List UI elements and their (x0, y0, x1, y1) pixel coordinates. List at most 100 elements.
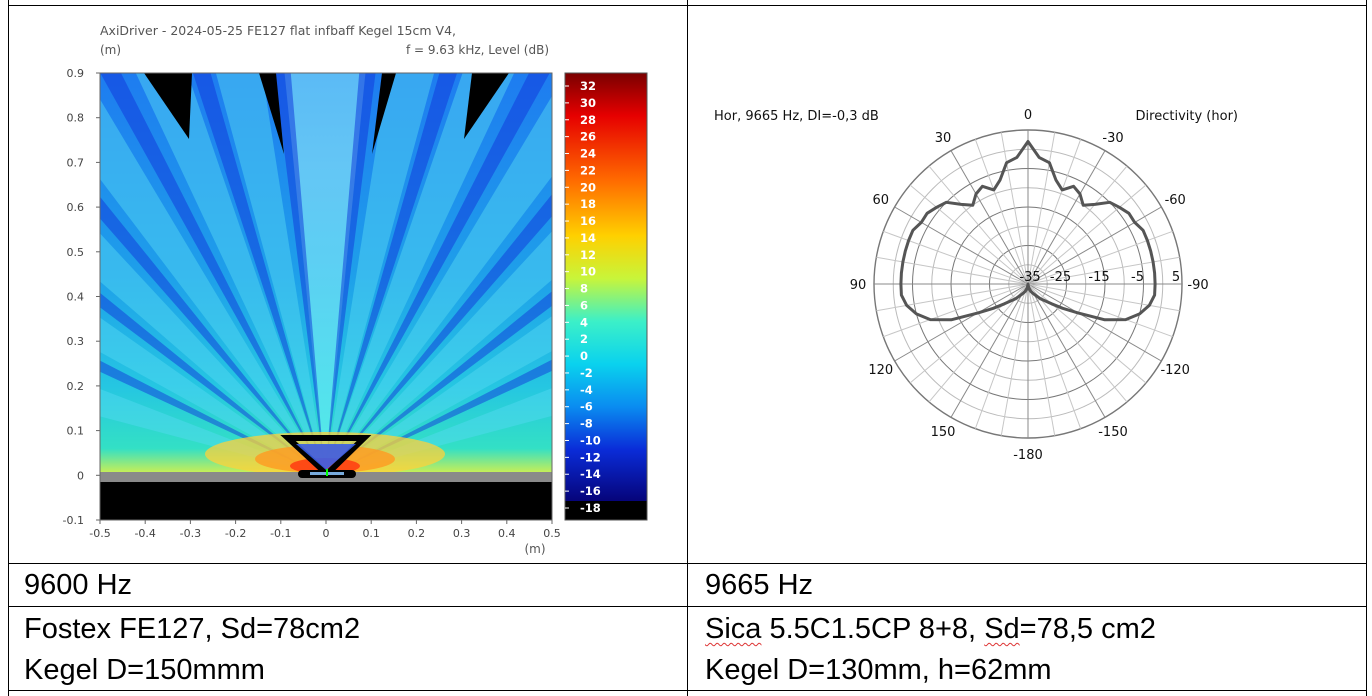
polar-angle-label: 0 (1024, 108, 1032, 123)
colorbar-label: 32 (580, 79, 596, 93)
field-title-line2: f = 9.63 kHz, Level (dB) (406, 43, 549, 57)
field-x-unit: (m) (524, 542, 545, 556)
colorbar-label: 30 (580, 96, 596, 110)
sound-null-line (100, 73, 325, 476)
y-tick-label: 0 (77, 469, 84, 482)
polar-radial-label: 5 (1172, 270, 1180, 285)
colorbar-label: 18 (580, 197, 596, 211)
table-border-middle (687, 0, 688, 696)
polar-grid (873, 129, 1183, 439)
x-tick-label: 0.4 (498, 527, 516, 540)
polar-angle-label: -90 (1187, 278, 1208, 293)
colorbar-label: 26 (580, 130, 596, 144)
field-title-line1: AxiDriver - 2024-05-25 FE127 flat infbaf… (100, 23, 456, 38)
sound-beam (284, 73, 366, 476)
polar-subtitle: Hor, 9665 Hz, DI=-0,3 dB (714, 109, 879, 124)
row3-left-driver: Fostex FE127, Sd=78cm2 (24, 613, 361, 645)
colorbar-label: 8 (580, 282, 588, 296)
sound-beam (100, 233, 325, 476)
colorbar-label: 12 (580, 248, 596, 262)
y-tick-label: 0.2 (67, 380, 85, 393)
polar-title: Directivity (hor) (1136, 109, 1238, 124)
polar-radial-label: -5 (1131, 270, 1144, 285)
x-tick-label: -0.5 (89, 527, 110, 540)
sound-null-line (325, 291, 552, 476)
colorbar-label: -4 (580, 383, 593, 397)
sound-null-line (325, 194, 552, 476)
spellcheck-word: Sd (984, 613, 1020, 645)
text-run: 5.5C1.5CP 8+8, (761, 613, 985, 645)
sound-null-line (274, 73, 325, 476)
sound-beam (325, 73, 515, 476)
colorbar-label: -16 (580, 484, 601, 498)
polar-angle-label: 90 (850, 278, 867, 293)
y-tick-label: 0.8 (67, 112, 85, 125)
y-tick-label: 0.6 (67, 201, 85, 214)
x-tick-label: -0.4 (134, 527, 155, 540)
x-tick-label: 0.2 (408, 527, 426, 540)
y-tick-label: 0.5 (67, 246, 85, 259)
heatmap-plot-area (100, 73, 552, 520)
polar-angle-label: 150 (931, 425, 956, 440)
sound-null-line (100, 292, 325, 476)
x-tick-label: 0 (323, 527, 330, 540)
colorbar-label: -8 (580, 417, 593, 431)
colorbar-label: 2 (580, 332, 588, 346)
x-tick-label: -0.3 (180, 527, 201, 540)
sound-beam (215, 73, 325, 476)
row3-right-cone: Kegel D=130mm, h=62mm (705, 654, 1052, 686)
sound-beam (100, 99, 325, 476)
sound-null-line (100, 196, 325, 476)
sound-beam (325, 316, 552, 476)
colorbar-label: -6 (580, 400, 593, 414)
spellcheck-word: Sica (705, 613, 762, 645)
polar-radial-label: -35 (1019, 270, 1040, 285)
colorbar-label: 16 (580, 214, 596, 228)
table-border-bottom (8, 690, 1366, 691)
text-run: =78,5 cm2 (1019, 613, 1156, 645)
polar-radial-label: -15 (1088, 270, 1109, 285)
colorbar-label: 0 (580, 349, 588, 363)
sound-null-line (325, 73, 458, 476)
row3-left-cone: Kegel D=150mmm (24, 654, 265, 686)
colorbar-label: -12 (580, 450, 601, 464)
field-x-axis: -0.5 -0.4 -0.3 -0.2 -0.1 0 0.1 0.2 0.3 0.4 0.5 (89, 520, 561, 540)
x-tick-label: -0.1 (270, 527, 291, 540)
y-tick-label: 0.1 (67, 425, 85, 438)
sound-null-line (325, 73, 376, 476)
polar-angle-label: -150 (1098, 425, 1128, 440)
sound-beam (135, 73, 325, 476)
colorbar-label: -2 (580, 366, 593, 380)
polar-angle-label: 120 (868, 363, 893, 378)
colorbar: 32302826242220181614121086420-2-4-6-8-10… (564, 72, 648, 521)
colorbar-label: 10 (580, 265, 596, 279)
sound-null-line (325, 73, 550, 476)
table-border-left (8, 0, 9, 696)
row3-right-driver: Sica 5.5C1.5CP 8+8, Sd=78,5 cm2 (705, 613, 1156, 646)
x-tick-label: 0.5 (543, 527, 561, 540)
sound-beam (325, 231, 552, 476)
colorbar-label: -10 (580, 433, 601, 447)
x-tick-label: -0.2 (225, 527, 246, 540)
y-tick-label: 0.4 (67, 291, 85, 304)
sound-beam (325, 95, 552, 476)
table-row-divider-2 (8, 606, 1366, 607)
directivity-curve (899, 140, 1157, 322)
colorbar-label: 6 (580, 298, 588, 312)
colorbar-label: 14 (580, 231, 596, 245)
x-tick-label: 0.3 (453, 527, 471, 540)
y-tick-label: 0.3 (67, 335, 85, 348)
polar-angle-label: -120 (1160, 363, 1190, 378)
colorbar-label: -14 (580, 467, 601, 481)
colorbar-label: 22 (580, 163, 596, 177)
sound-field-figure: AxiDriver - 2024-05-25 FE127 flat infbaf… (63, 23, 648, 556)
field-y-axis: 0.9 0.8 0.7 0.6 0.5 0.4 0.3 0.2 0.1 0 -0.1 (63, 67, 100, 527)
row2-right-frequency: 9665 Hz (705, 569, 814, 601)
polar-angle-label: 30 (935, 131, 952, 146)
y-tick-label: -0.1 (63, 514, 84, 527)
polar-angle-label: -60 (1165, 193, 1186, 208)
table-border-right (1366, 0, 1367, 696)
colorbar-label: 24 (580, 147, 596, 161)
polar-radial-label: -25 (1050, 270, 1071, 285)
